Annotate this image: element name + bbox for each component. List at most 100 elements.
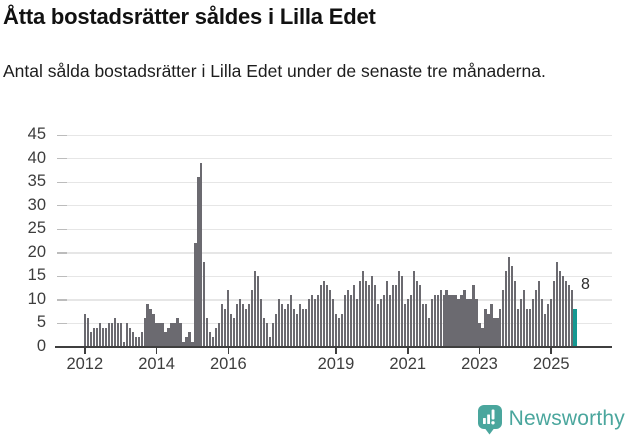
bar [200, 162, 203, 347]
bar [535, 289, 538, 347]
x-axis-label: 2023 [461, 355, 498, 373]
bar [134, 337, 137, 347]
gridline [67, 252, 612, 254]
y-axis-label: 15 [27, 266, 46, 285]
bar [361, 271, 364, 347]
gridline [67, 181, 612, 183]
bar [173, 322, 176, 347]
bar [176, 318, 179, 347]
bar [325, 285, 329, 347]
bar [307, 299, 311, 347]
bar [158, 322, 161, 347]
x-tick-mark [478, 348, 481, 355]
bar [505, 271, 508, 347]
bar [278, 299, 281, 347]
bar [526, 308, 529, 347]
x-axis-label: 2021 [389, 355, 427, 373]
bar [382, 294, 385, 347]
bar [295, 313, 299, 347]
y-tick-mark [57, 205, 67, 207]
bar [194, 242, 197, 347]
bar [266, 322, 269, 347]
y-axis-label: 0 [36, 337, 46, 355]
highlighted-bar [573, 308, 577, 347]
bar [385, 280, 388, 347]
bar [562, 275, 565, 347]
bar [263, 318, 266, 347]
bar [128, 327, 131, 347]
bar [433, 294, 436, 347]
bar [538, 280, 541, 347]
bar [113, 318, 116, 347]
bar [104, 327, 107, 347]
bar [502, 289, 505, 347]
bar [379, 299, 382, 347]
bar [376, 304, 379, 347]
bar [116, 322, 119, 347]
bar [221, 304, 224, 347]
bar [290, 294, 293, 347]
bar [559, 271, 562, 347]
y-tick-mark [57, 158, 67, 160]
bar [445, 289, 448, 347]
gridline [67, 275, 612, 278]
bar [257, 275, 260, 347]
bar [469, 299, 472, 347]
bar [182, 341, 185, 347]
bar [107, 322, 110, 347]
bar [364, 280, 367, 347]
x-tick-mark [84, 348, 86, 355]
bar [403, 304, 406, 347]
bar [520, 299, 523, 347]
bar [146, 304, 149, 347]
bar [391, 285, 394, 347]
bar [340, 313, 344, 347]
bar [409, 294, 412, 347]
bar [251, 289, 254, 347]
bar [310, 294, 314, 347]
bar [358, 280, 361, 347]
bar [439, 289, 442, 347]
bar [185, 337, 188, 347]
bar [275, 313, 278, 347]
brand-name: Newsworthy [508, 407, 625, 430]
x-axis-label: 2014 [138, 355, 175, 373]
x-tick-mark [406, 348, 409, 355]
bar [472, 285, 475, 347]
bar [544, 313, 547, 347]
highlight-value-label: 8 [581, 276, 590, 293]
bar [481, 327, 484, 347]
bar [331, 299, 335, 347]
y-axis-label: 35 [27, 172, 46, 191]
bar [152, 313, 155, 347]
bar [86, 318, 89, 347]
bar [322, 280, 326, 347]
bar [188, 332, 191, 347]
bar [281, 304, 284, 347]
x-tick-mark [227, 348, 230, 355]
bar [508, 257, 511, 347]
bar [149, 308, 152, 347]
bar [415, 280, 418, 347]
bar [355, 299, 358, 347]
bar [448, 294, 451, 347]
bar [155, 322, 158, 347]
bar [125, 322, 128, 347]
bar [236, 304, 239, 347]
bar [254, 271, 257, 347]
bar [269, 337, 272, 347]
bar [427, 318, 430, 347]
bar [191, 341, 194, 347]
bar [370, 275, 373, 347]
bar [272, 322, 275, 347]
bar [436, 294, 439, 347]
bar [565, 280, 568, 347]
bar [92, 327, 95, 347]
bar [541, 299, 544, 347]
y-axis-label: 40 [27, 148, 46, 167]
y-tick-mark [57, 181, 67, 183]
bar [301, 308, 305, 347]
bar [179, 322, 182, 347]
bar [568, 285, 571, 347]
y-tick-mark [57, 275, 67, 278]
